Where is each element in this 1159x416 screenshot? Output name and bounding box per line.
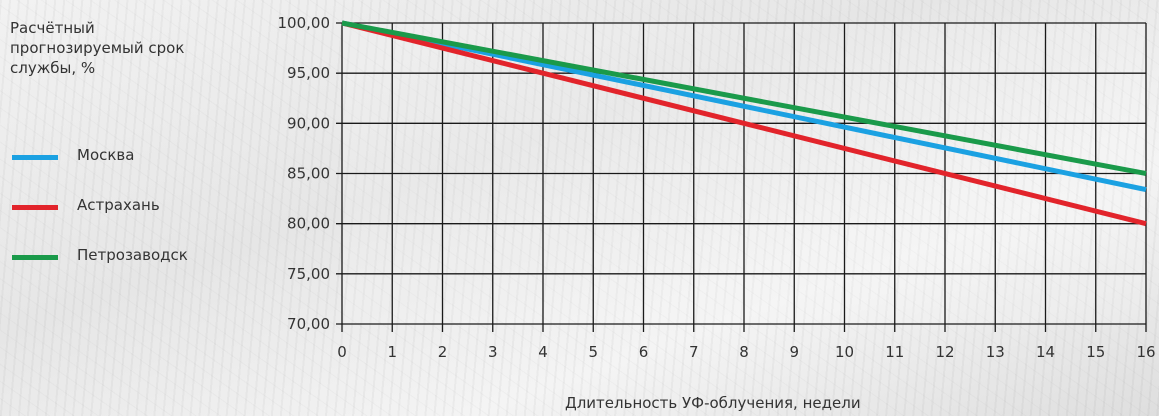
x-tick-label: 15 [1086,343,1105,361]
y-tick-label: 80,00 [287,215,330,233]
x-tick-label: 8 [739,343,749,361]
x-tick-label: 2 [438,343,448,361]
y-axis-label: Расчётный прогнозируемый срок службы, % [10,19,185,77]
y-tick-label: 90,00 [287,114,330,132]
x-tick-label: 5 [588,343,598,361]
x-tick-label: 0 [337,343,347,361]
series-line-astrakhan [341,20,1147,227]
legend-swatch-astrakhan [12,205,58,210]
series-line-moscow [341,20,1147,193]
legend-swatch-petrozavodsk [12,255,58,260]
x-tick-label: 1 [387,343,397,361]
y-tick-label: 95,00 [287,64,330,82]
legend-swatch-moscow [12,155,58,160]
y-tick-label: 70,00 [287,315,330,333]
x-tick-label: 13 [986,343,1005,361]
y-tick-label: 75,00 [287,265,330,283]
legend-label-astrakhan: Астрахань [77,196,160,214]
legend-label-petrozavodsk: Петрозаводск [77,246,188,264]
x-tick-label: 9 [789,343,799,361]
x-tick-label: 14 [1036,343,1055,361]
series-line-petrozavodsk [341,20,1147,176]
x-tick-label: 7 [689,343,699,361]
x-tick-label: 11 [885,343,904,361]
x-tick-label: 6 [639,343,649,361]
x-tick-label: 4 [538,343,548,361]
x-tick-label: 3 [488,343,498,361]
x-axis-label: Длительность УФ-облучения, недели [565,394,861,412]
x-tick-label: 12 [935,343,954,361]
legend-label-moscow: Москва [77,146,135,164]
x-tick-label: 10 [835,343,854,361]
y-tick-label: 100,00 [278,14,331,32]
y-tick-label: 85,00 [287,165,330,183]
x-tick-label: 16 [1136,343,1155,361]
